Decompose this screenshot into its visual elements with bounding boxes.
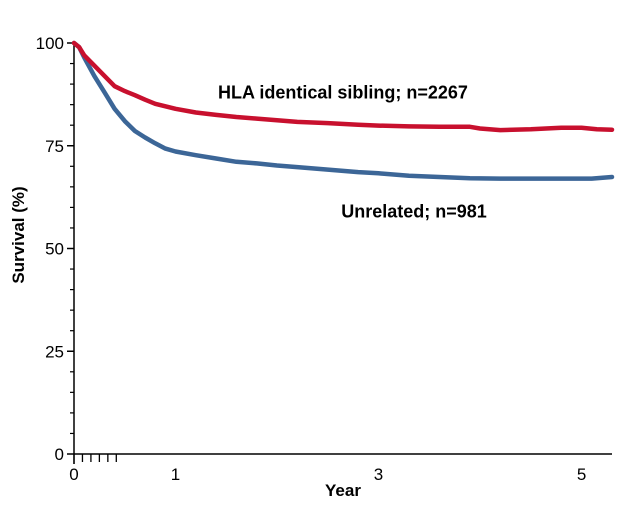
- x-tick-label: 3: [374, 465, 383, 484]
- annotations: HLA identical sibling; n=2267 Unrelated; …: [218, 82, 487, 221]
- axes: 0 25 50 75 100 0 1 3 5: [36, 34, 612, 484]
- x-axis-title: Year: [325, 481, 361, 500]
- x-tick-label: 5: [577, 465, 586, 484]
- y-tick-label: 75: [45, 137, 64, 156]
- x-ticks: 0 1 3 5: [69, 454, 586, 484]
- series-line: [71, 40, 615, 133]
- series-line: [71, 40, 615, 181]
- y-tick-label: 25: [45, 342, 64, 361]
- series-label: Unrelated; n=981: [341, 202, 487, 222]
- y-tick-label: 100: [36, 34, 64, 53]
- series-label: HLA identical sibling; n=2267: [218, 82, 468, 102]
- x-tick-label: 0: [69, 465, 78, 484]
- y-ticks: 0 25 50 75 100: [36, 34, 74, 464]
- series-layer: [71, 40, 615, 181]
- y-axis-title: Survival (%): [9, 186, 28, 283]
- y-tick-label: 0: [55, 445, 64, 464]
- y-tick-label: 50: [45, 240, 64, 259]
- x-tick-label: 1: [171, 465, 180, 484]
